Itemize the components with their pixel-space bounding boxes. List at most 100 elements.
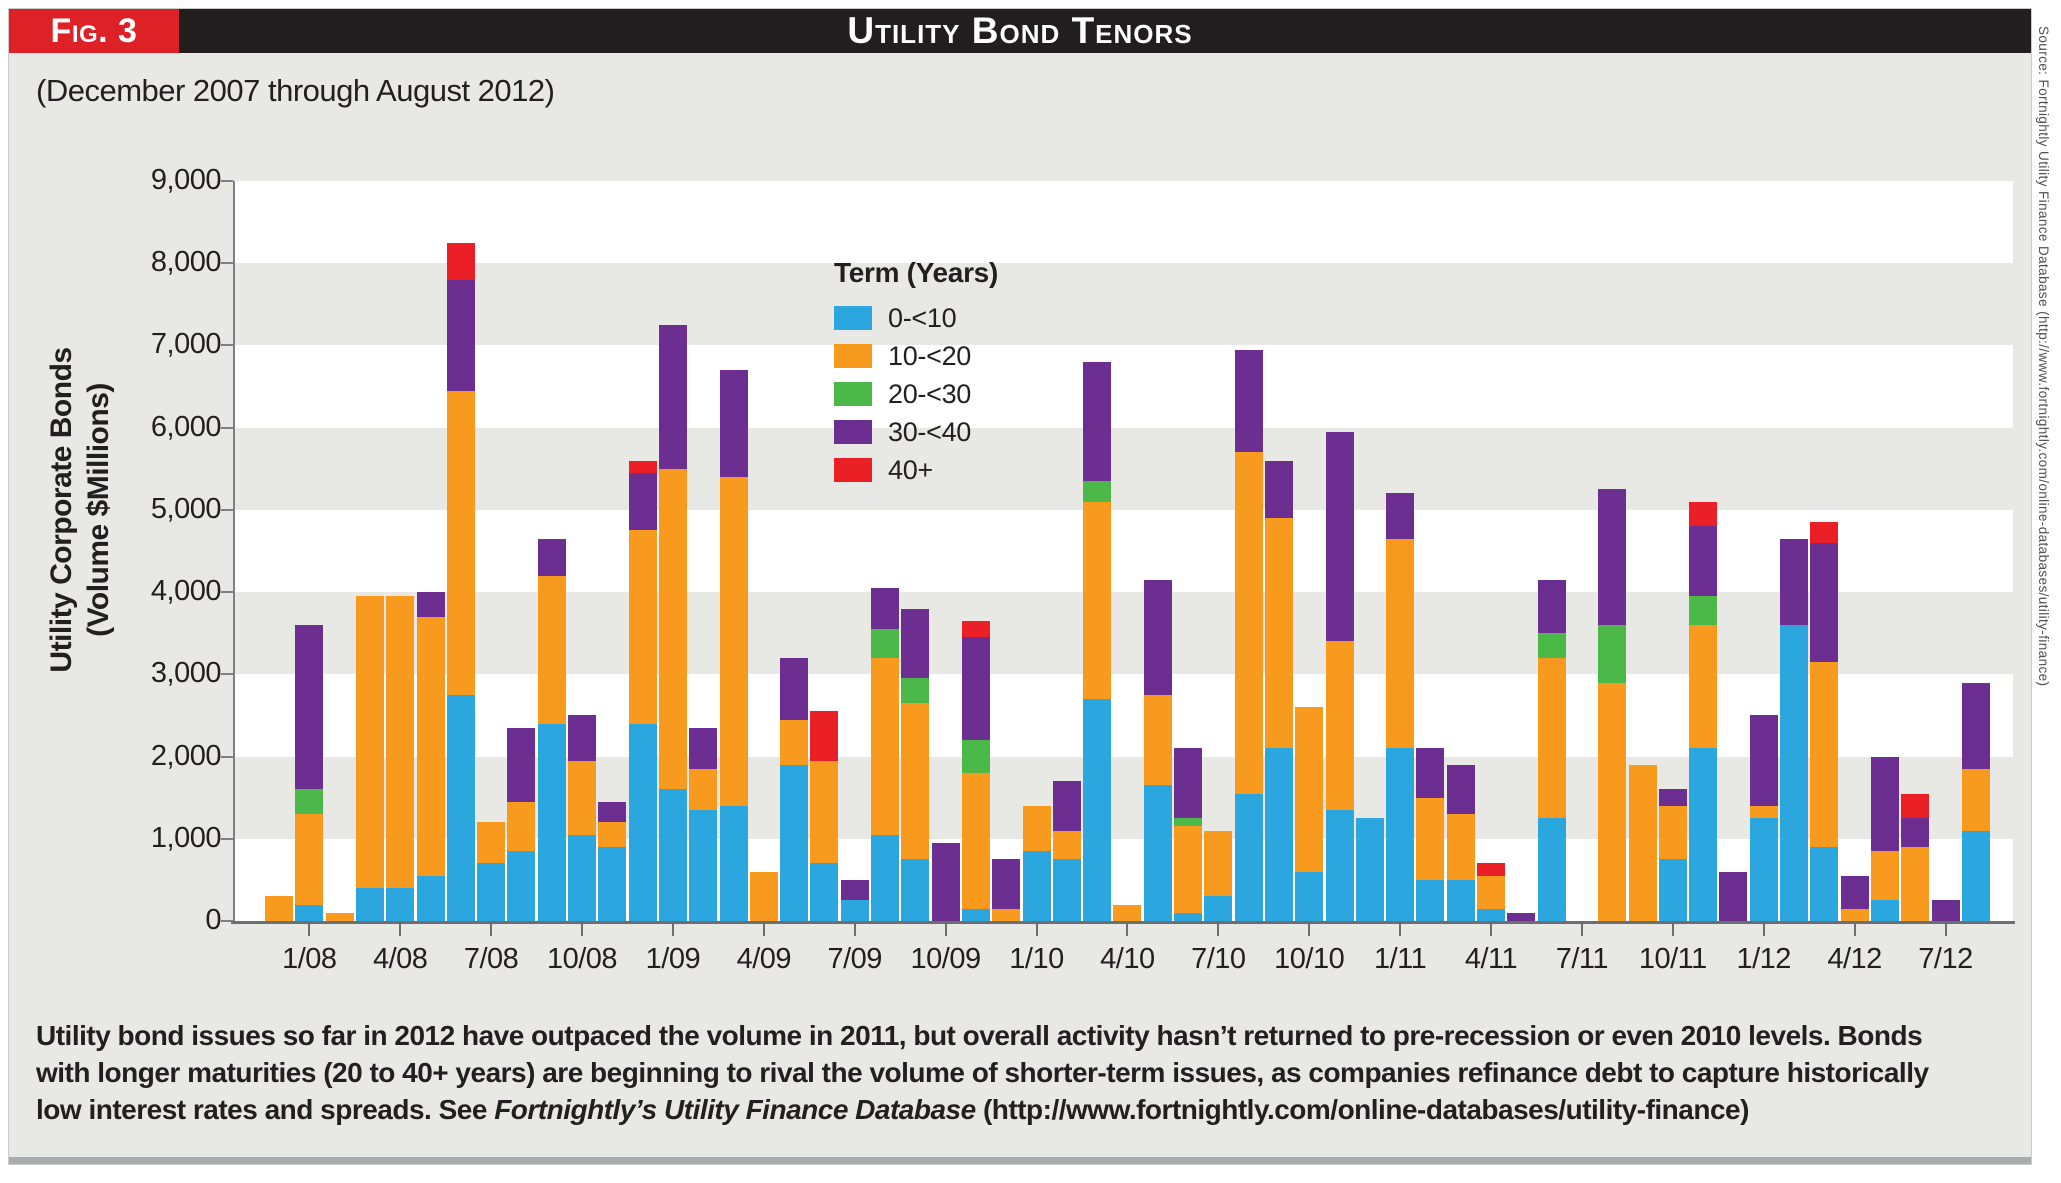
bar-segment-11/10-0-<10 xyxy=(1325,810,1354,921)
bar-segment-6/09-10-<20 xyxy=(810,760,839,864)
chart-title: Utility Bond Tenors xyxy=(847,10,1193,51)
bar-segment-3/08-0-<10 xyxy=(355,888,384,921)
bar-segment-9/08-10-<20 xyxy=(537,575,566,724)
legend-item: 20-<30 xyxy=(834,375,998,413)
bar-segment-11/10-10-<20 xyxy=(1325,641,1354,810)
bar-segment-2/10-30-<40 xyxy=(1052,781,1081,831)
bar-segment-1/12-10-<20 xyxy=(1749,805,1778,819)
bar-segment-11/09-10-<20 xyxy=(961,773,990,909)
bar-segment-7/08-10-<20 xyxy=(477,822,506,864)
bar-segment-1/11-10-<20 xyxy=(1386,538,1415,749)
bar-segment-3/11-10-<20 xyxy=(1446,814,1475,880)
caption-line3-pre: low interest rates and spreads. See xyxy=(36,1094,495,1125)
bar-segment-3/09-10-<20 xyxy=(719,477,748,806)
x-tick xyxy=(1217,924,1220,936)
bar-segment-6/12-10-<20 xyxy=(1901,847,1930,921)
bar-segment-9/09-0-<10 xyxy=(901,859,930,921)
bar-segment-8/09-10-<20 xyxy=(871,657,899,835)
bar-segment-2/11-30-<40 xyxy=(1416,748,1445,798)
bar-segment-4/11-10-<20 xyxy=(1477,875,1505,909)
y-tick-label: 4,000 xyxy=(150,575,222,608)
x-tick-label: 10/08 xyxy=(546,943,618,975)
legend-swatch-icon xyxy=(834,306,872,330)
x-tick xyxy=(671,924,674,936)
legend-title: Term (Years) xyxy=(834,257,998,288)
bar-segment-7/09-30-<40 xyxy=(840,879,869,901)
x-tick xyxy=(853,924,856,936)
plot-band xyxy=(235,592,2013,675)
bar-segment-9/10-10-<20 xyxy=(1264,518,1293,749)
y-tick xyxy=(221,920,233,922)
bar-segment-8/12-30-<40 xyxy=(1961,682,1990,769)
y-axis-title-line1: Utility Corporate Bonds xyxy=(45,347,78,673)
bar-segment-1/12-0-<10 xyxy=(1749,818,1778,921)
chart-subtitle: (December 2007 through August 2012) xyxy=(36,73,555,108)
bar-segment-9/11-10-<20 xyxy=(1628,764,1657,921)
bar-segment-5/10-10-<20 xyxy=(1143,694,1172,786)
legend: Term (Years) 0-<10 10-<20 20-<30 30-<40 40+ xyxy=(834,257,998,489)
bar-segment-8/10-0-<10 xyxy=(1234,793,1263,921)
y-tick-label: 7,000 xyxy=(150,328,222,361)
x-tick-label: 7/08 xyxy=(463,943,519,975)
plot-band xyxy=(235,509,2013,593)
bar-segment-6/10-20-<30 xyxy=(1174,818,1202,827)
bar-segment-6/08-40+ xyxy=(446,242,475,280)
chart-panel: Utility Bond Tenors Fig. 3 (December 200… xyxy=(8,8,2032,1165)
bar-segment-4/08-0-<10 xyxy=(386,888,415,921)
plot-band xyxy=(235,263,2013,346)
bar-segment-1/09-0-<10 xyxy=(658,789,687,921)
bar-segment-4/08-10-<20 xyxy=(386,596,415,889)
bar-segment-6/09-0-<10 xyxy=(810,863,839,921)
bar-segment-3/12-30-<40 xyxy=(1810,542,1839,662)
bar-segment-4/12-10-<20 xyxy=(1840,908,1869,921)
bar-segment-6/11-30-<40 xyxy=(1537,579,1566,634)
y-tick xyxy=(221,508,233,511)
caption-line3: low interest rates and spreads. See Fort… xyxy=(36,1091,2026,1128)
bar-segment-6/11-10-<20 xyxy=(1537,657,1566,819)
bar-segment-5/11-30-<40 xyxy=(1507,912,1536,921)
x-tick xyxy=(1308,924,1311,936)
bar-segment-8/10-10-<20 xyxy=(1234,452,1263,794)
x-tick xyxy=(1126,924,1129,936)
bar-segment-5/10-30-<40 xyxy=(1143,579,1172,695)
bar-segment-3/12-40+ xyxy=(1810,522,1839,543)
legend-swatch-icon xyxy=(834,420,872,444)
bar-segment-10/10-0-<10 xyxy=(1295,871,1324,921)
bar-segment-9/10-30-<40 xyxy=(1264,460,1293,519)
plot-band xyxy=(235,181,2013,264)
y-tick-label: 8,000 xyxy=(150,246,222,279)
bar-segment-9/09-20-<30 xyxy=(901,678,930,704)
plot-area: 0 1,000 2,000 3,000 4,000 5,000 6,000 7,000 8,00… xyxy=(151,164,2015,975)
bar-segment-11/08-0-<10 xyxy=(598,847,627,921)
bar-segment-12/09-30-<40 xyxy=(992,859,1021,909)
bar-segment-6/12-30-<40 xyxy=(1901,818,1930,847)
bar-segment-8/11-30-<40 xyxy=(1598,489,1627,625)
bar-segment-3/10-10-<20 xyxy=(1083,501,1112,699)
bar-segment-4/12-30-<40 xyxy=(1840,875,1869,909)
bar-segment-3/12-0-<10 xyxy=(1810,847,1839,921)
bar-segment-11/09-30-<40 xyxy=(961,637,990,741)
bar-segment-2/10-10-<20 xyxy=(1052,830,1081,860)
bar-segment-8/09-20-<30 xyxy=(871,629,899,658)
bar-segment-6/10-30-<40 xyxy=(1174,748,1202,819)
bar-segment-3/09-0-<10 xyxy=(719,805,748,921)
bar-segment-1/08-10-<20 xyxy=(295,814,324,905)
legend-swatch-icon xyxy=(834,458,872,482)
bar-segment-6/09-40+ xyxy=(810,711,839,761)
bar-segment-2/09-10-<20 xyxy=(689,768,718,810)
bar-segment-11/11-40+ xyxy=(1689,501,1718,527)
bar-segment-8/08-30-<40 xyxy=(507,727,536,802)
x-tick-label: 7/11 xyxy=(1555,943,1609,975)
bar-segment-8/11-10-<20 xyxy=(1598,682,1627,921)
x-tick-label: 4/10 xyxy=(1100,943,1155,975)
legend-label: 40+ xyxy=(888,454,933,485)
bar-segment-8/12-10-<20 xyxy=(1961,768,1990,831)
y-tick xyxy=(221,262,233,265)
bar-segment-7/10-0-<10 xyxy=(1204,896,1233,921)
bar-segment-6/12-40+ xyxy=(1901,793,1930,819)
bar-segment-8/11-20-<30 xyxy=(1598,625,1627,683)
bar-segment-1/08-20-<30 xyxy=(295,789,324,815)
bar-segment-12/09-10-<20 xyxy=(992,908,1021,921)
bar-segment-6/11-0-<10 xyxy=(1537,818,1566,921)
x-tick-label: 1/12 xyxy=(1736,943,1791,975)
